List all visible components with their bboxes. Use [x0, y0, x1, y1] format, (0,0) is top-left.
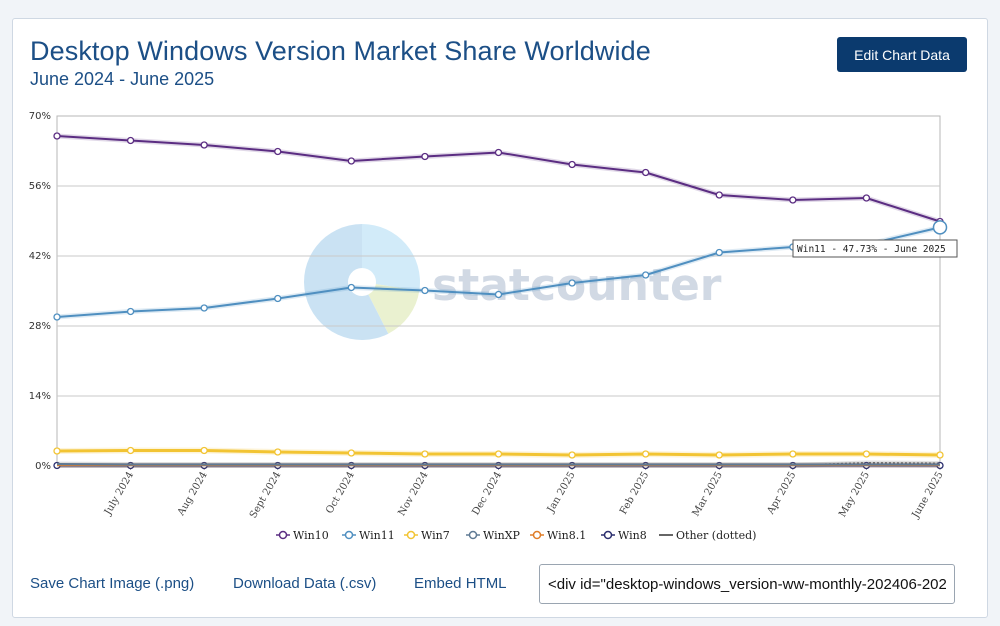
data-point: [126, 446, 135, 455]
watermark-segment: [362, 224, 421, 291]
data-point: [421, 286, 429, 295]
x-tick-label: July 2024: [102, 470, 136, 518]
legend: Win10 Win11 Win7 WinXP Win8.1 Win8 Other (dott…: [276, 529, 756, 542]
series-win10: [53, 132, 944, 226]
legend-label: WinXP: [483, 529, 521, 542]
legend-item[interactable]: Other (dotted): [659, 529, 756, 542]
data-point: [568, 160, 576, 169]
series-line: [56, 463, 940, 466]
data-point: [126, 136, 135, 145]
legend-marker: [406, 530, 416, 540]
data-point: [936, 451, 944, 459]
x-tick-label: Apr 2025: [765, 470, 799, 517]
chart-subtitle: June 2024 - June 2025: [30, 69, 215, 89]
y-tick-label: 28%: [29, 321, 51, 332]
legend-item[interactable]: WinXP: [466, 529, 521, 542]
legend-label: Win8: [618, 529, 647, 542]
data-point: [568, 279, 576, 287]
legend-label: Win11: [359, 529, 395, 542]
data-point: [421, 152, 429, 161]
data-point: [274, 294, 282, 303]
legend-marker: [532, 530, 542, 540]
x-tick-label: Mar 2025: [691, 470, 725, 518]
data-point: [200, 141, 208, 149]
series-win7: [53, 446, 944, 459]
data-point: [862, 194, 871, 202]
chart-title: Desktop Windows Version Market Share Wor…: [30, 36, 651, 66]
download-data-link[interactable]: Download Data (.csv): [233, 575, 377, 592]
x-tick-label: Sept 2024: [248, 470, 283, 520]
tooltip-text: Win11 - 47.73% - June 2025: [797, 244, 946, 255]
legend-marker: [344, 530, 354, 540]
data-point: [200, 446, 208, 455]
x-tick-label: May 2025: [837, 470, 872, 519]
data-point: [642, 168, 650, 177]
data-point: [274, 147, 282, 156]
legend-label: Win10: [293, 529, 329, 542]
x-tick-label: Feb 2025: [618, 470, 651, 517]
watermark-segment: [368, 284, 420, 334]
y-tick-label: 56%: [29, 181, 51, 192]
y-tick-label: 70%: [29, 111, 51, 122]
statcounter-watermark: statcounter: [304, 224, 722, 340]
data-point: [789, 196, 797, 204]
legend-label: Win8.1: [547, 529, 586, 542]
x-tick-label: Nov 2024: [396, 470, 430, 518]
y-tick-label: 14%: [29, 391, 51, 402]
x-tick-label: June 2025: [910, 470, 946, 521]
data-point: [715, 191, 723, 199]
data-point: [53, 132, 61, 140]
data-point: [715, 451, 723, 459]
data-point: [200, 304, 208, 312]
data-point: [642, 450, 650, 458]
data-point: [274, 448, 282, 456]
tooltip: Win11 - 47.73% - June 2025: [792, 239, 958, 258]
watermark-segment: [304, 224, 389, 340]
watermark-text: statcounter: [432, 260, 722, 311]
data-point: [347, 283, 355, 292]
x-tick-label: Dec 2024: [470, 470, 504, 517]
data-point: [642, 271, 650, 279]
edit-chart-data-button[interactable]: Edit Chart Data: [837, 37, 967, 72]
data-point: [494, 148, 503, 157]
embed-html-label: Embed HTML: [414, 575, 507, 592]
save-chart-image-link[interactable]: Save Chart Image (.png): [30, 575, 195, 592]
embed-html-field[interactable]: [539, 564, 955, 604]
legend-marker: [468, 530, 478, 540]
legend-marker: [603, 530, 613, 540]
data-point: [494, 450, 503, 458]
legend-label: Win7: [421, 529, 450, 542]
legend-item[interactable]: Win10: [276, 529, 329, 542]
y-tick-label: 42%: [29, 251, 51, 262]
legend-item[interactable]: Win7: [404, 529, 450, 542]
y-tick-label: 0%: [35, 461, 51, 472]
legend-item[interactable]: Win11: [342, 529, 395, 542]
x-tick-label: Jan 2025: [545, 470, 578, 515]
data-point: [715, 248, 723, 257]
data-point: [53, 447, 61, 455]
x-tick-label: Oct 2024: [324, 470, 357, 516]
x-tick-label: Aug 2024: [175, 470, 209, 519]
data-point: [789, 450, 797, 458]
data-point: [862, 450, 871, 458]
data-point: [347, 157, 355, 165]
series-winxp: [56, 461, 940, 467]
data-point: [347, 449, 355, 457]
data-point: [568, 451, 576, 459]
data-point: [126, 307, 135, 316]
highlighted-point: [932, 220, 948, 235]
legend-marker: [278, 530, 288, 540]
legend-item[interactable]: Win8: [601, 529, 647, 542]
legend-item[interactable]: Win8.1: [530, 529, 586, 542]
data-point: [421, 450, 429, 458]
tooltip-box: [792, 239, 958, 258]
legend-label: Other (dotted): [676, 529, 756, 542]
data-point: [494, 290, 503, 299]
data-point: [53, 313, 61, 321]
